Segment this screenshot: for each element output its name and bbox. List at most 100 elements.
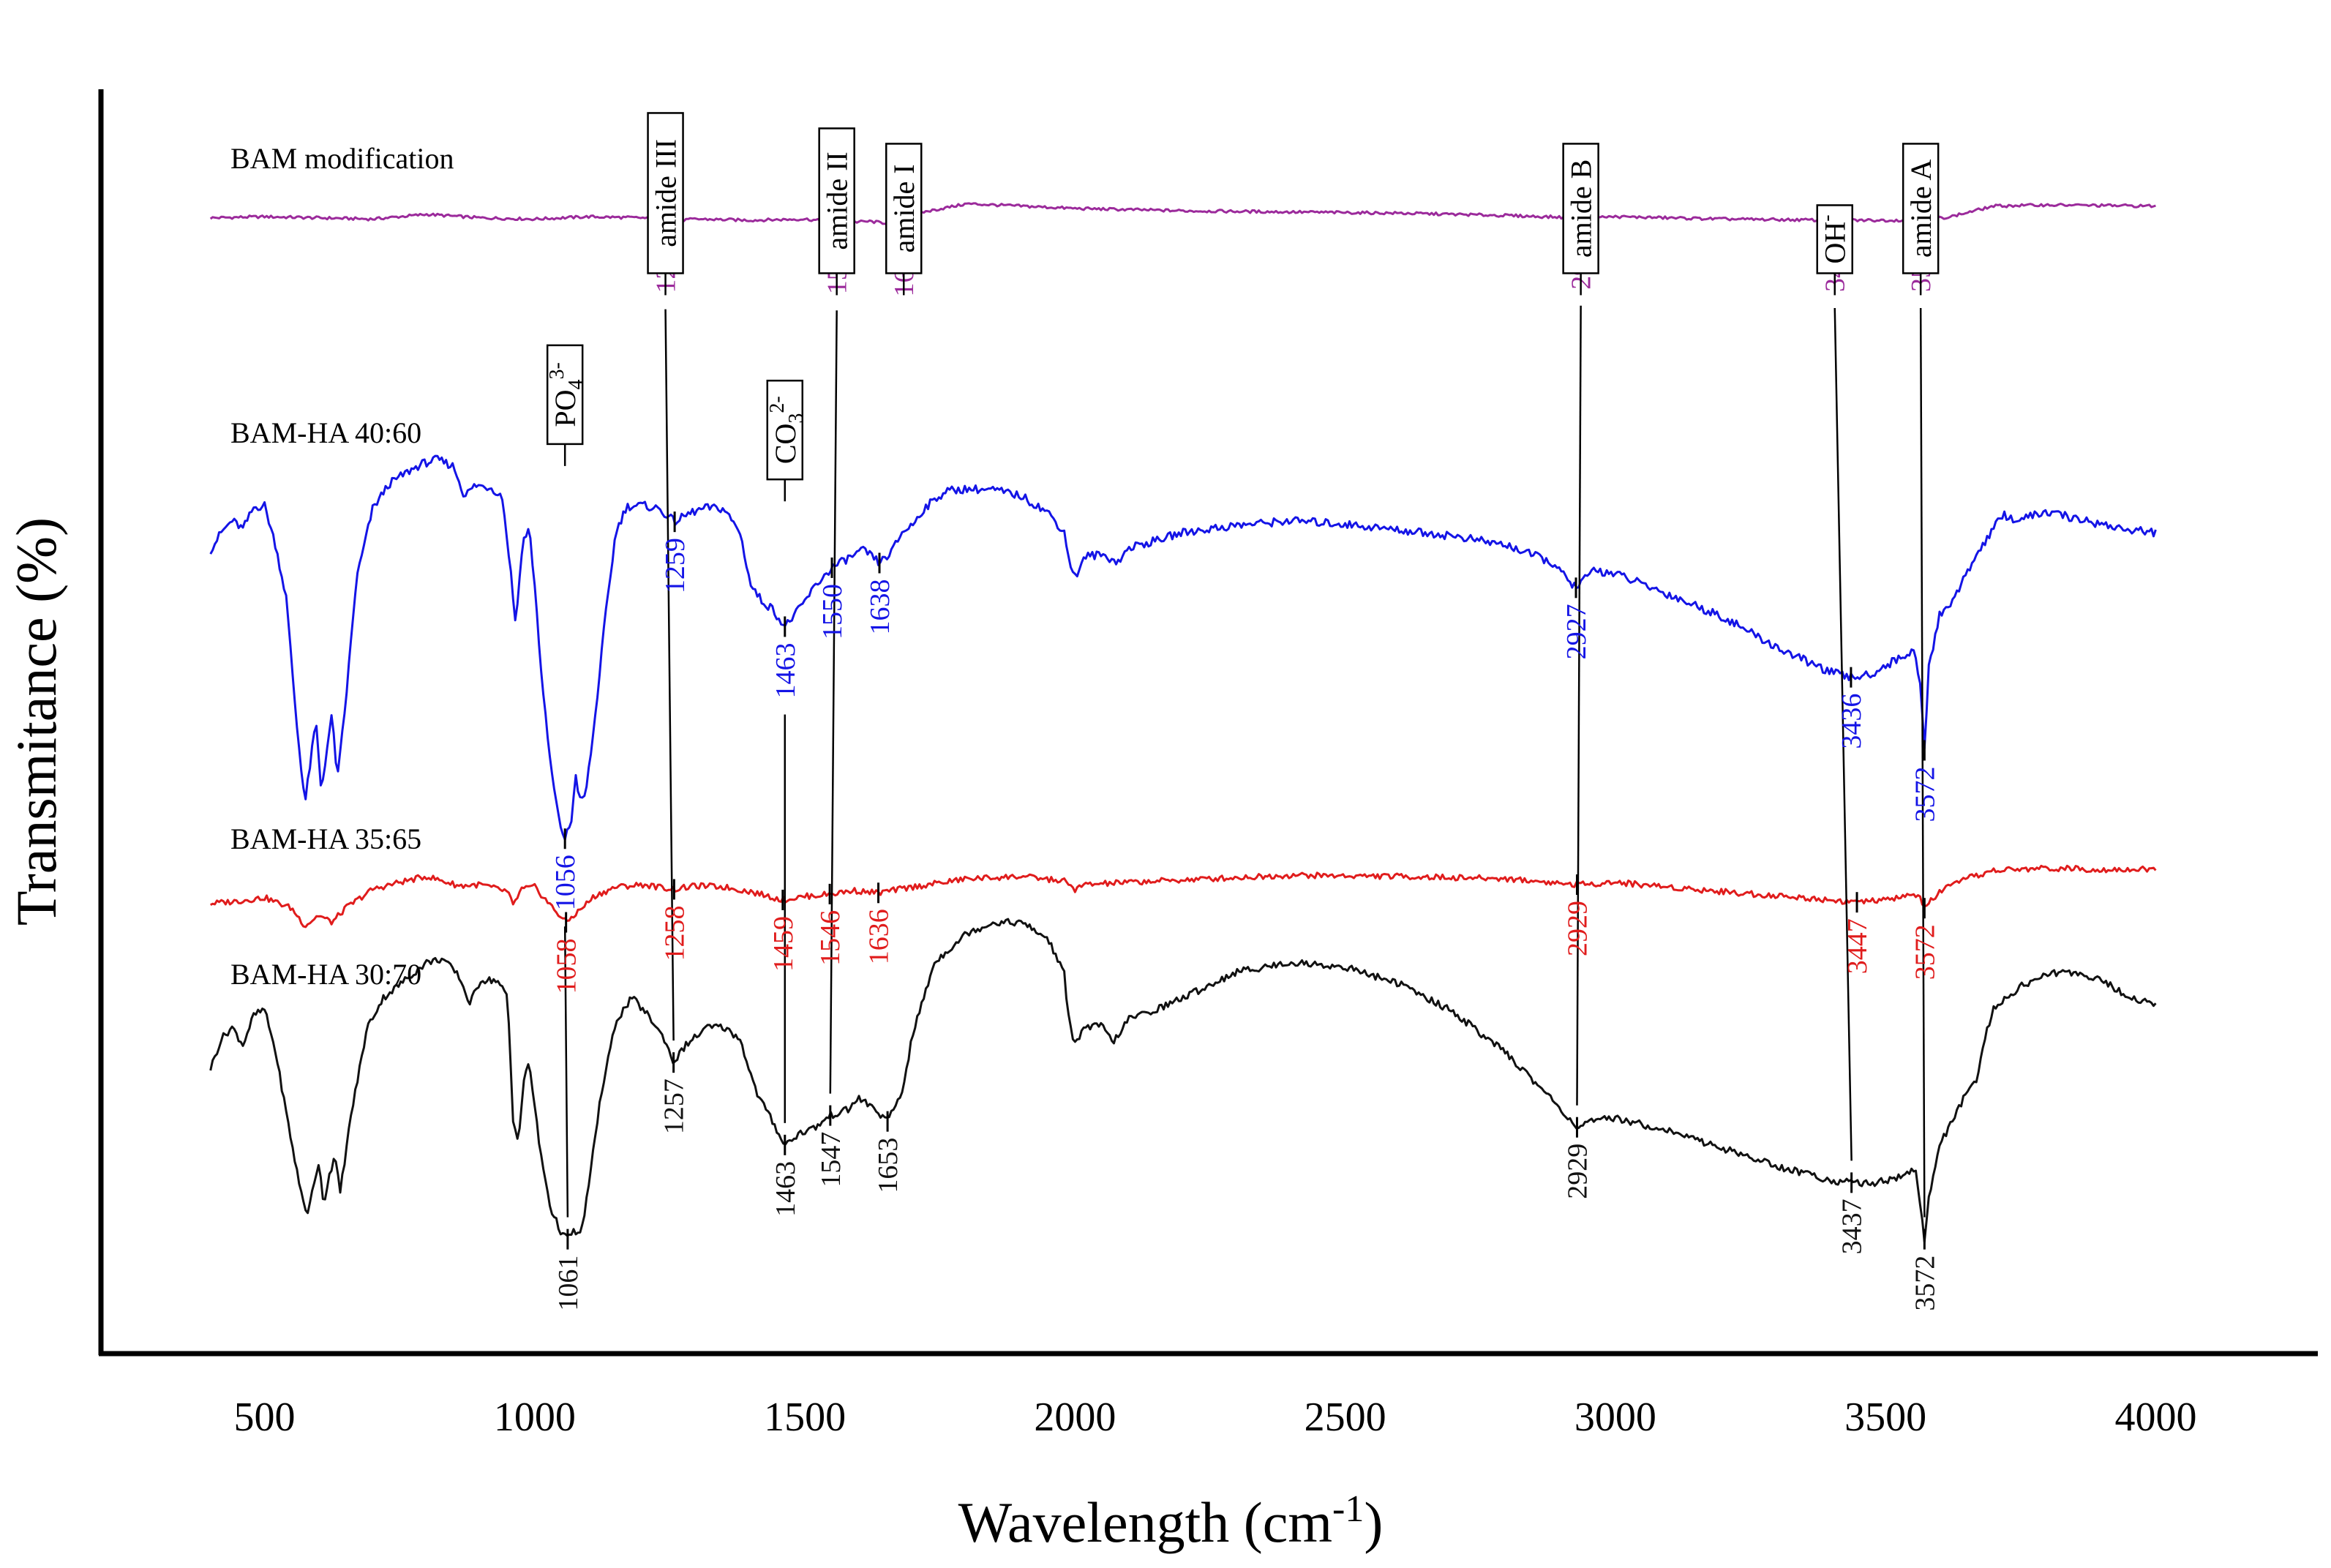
annotation-box — [885, 143, 923, 274]
series-bam-ha-35-65: BAM-HA 35:65 — [210, 822, 2157, 929]
series-bam-modification: BAM modification — [209, 142, 2156, 228]
annotation-text: OH- — [1816, 214, 1852, 263]
peak-bam-ha-30-70-1547: 1547 — [816, 1105, 847, 1188]
peak-bam-ha-35-65-1258: 1258 — [659, 879, 690, 961]
y-axis-title: Transmitance (%) — [4, 517, 68, 926]
x-tick-label-1000: 1000 — [494, 1395, 576, 1440]
peak-bam-ha-40-60-1463: 1463 — [770, 616, 801, 698]
peak-label: 1463 — [770, 642, 801, 698]
peak-bam-ha-35-65-1546: 1546 — [815, 883, 846, 966]
peak-label: 1257 — [659, 1079, 690, 1134]
annotation-text: amide I — [887, 164, 920, 252]
peak-label: 1058 — [552, 939, 582, 994]
annotation-oh: OH- — [1816, 204, 1853, 296]
axes — [98, 89, 2318, 1357]
peak-connector — [1833, 307, 1853, 1161]
annotation-amide-iii: amide III — [647, 112, 684, 296]
peak-bam-ha-40-60-1550: 1550 — [817, 557, 848, 639]
peak-label: 3572 — [1910, 767, 1940, 822]
peak-connector — [563, 926, 569, 1218]
peak-connector — [829, 310, 838, 1094]
peak-bam-ha-35-65-3572: 3572 — [1910, 898, 1940, 980]
annotation-text: PO43- — [546, 362, 588, 427]
peak-label: 1636 — [864, 909, 895, 964]
peak-label: 3437 — [1837, 1198, 1868, 1254]
peak-label: 1653 — [873, 1138, 904, 1193]
annotation-box — [1562, 143, 1599, 274]
annotation-text: amide A — [1904, 160, 1937, 258]
x-tick-labels: 500 1000 1500 2000 2500 3000 3500 4000 — [234, 1395, 2197, 1440]
x-tick-label-3000: 3000 — [1574, 1395, 1656, 1440]
peak-bam-ha-40-60-1259: 1259 — [660, 511, 691, 593]
peak-label: 2929 — [1562, 901, 1593, 956]
peak-bam-ha-35-65-2929: 2929 — [1562, 874, 1593, 956]
peak-label: 1258 — [659, 905, 690, 961]
peak-bam-ha-40-60-2927: 2927 — [1561, 577, 1592, 659]
peak-label: 1056 — [550, 855, 581, 910]
series-line-bam-ha-40-60 — [209, 454, 2157, 841]
peak-bam-ha-30-70-1257: 1257 — [659, 1052, 690, 1134]
peak-label: 1547 — [816, 1132, 847, 1188]
peak-label: 1459 — [768, 916, 799, 972]
annotation-text: amide III — [650, 139, 683, 247]
x-tick-label-4000: 4000 — [2114, 1395, 2196, 1440]
peak-bam-ha-35-65-1459: 1459 — [768, 889, 799, 972]
annotation-amide-a: amide A — [1902, 143, 1940, 296]
series-layer: BAM modification BAM-HA 40:60 BAM-HA 35:65… — [209, 142, 2157, 1243]
annotation-text: amide II — [821, 151, 854, 250]
annotation-amide-b: amide B — [1562, 143, 1599, 296]
series-bam-ha-40-60: BAM-HA 40:60 — [209, 416, 2157, 841]
x-tick-label-500: 500 — [234, 1395, 296, 1440]
peak-bam-ha-40-60-3572: 3572 — [1910, 740, 1940, 822]
x-tick-label-2000: 2000 — [1034, 1395, 1116, 1440]
peak-label: 2929 — [1562, 1144, 1593, 1199]
peak-bam-ha-30-70-1463: 1463 — [770, 1134, 801, 1217]
peak-connectors — [563, 305, 1926, 1218]
peak-label: 1463 — [770, 1161, 801, 1217]
peak-bam-ha-30-70-1061: 1061 — [553, 1228, 584, 1311]
peak-bam-ha-30-70-2929: 2929 — [1562, 1117, 1593, 1199]
series-line-bam-ha-30-70 — [209, 918, 2157, 1243]
peak-bam-ha-35-65-1058: 1058 — [552, 912, 582, 994]
annotation-box — [647, 112, 684, 274]
series-line-bam-ha-35-65 — [210, 864, 2157, 929]
peak-connector — [1919, 307, 1926, 1218]
series-label-bam-ha-35-65: BAM-HA 35:65 — [230, 822, 421, 855]
annotation-amide-ii: amide II — [818, 127, 855, 296]
peak-bam-ha-40-60-1056: 1056 — [550, 828, 581, 910]
series-label-bam-ha-30-70: BAM-HA 30:70 — [230, 958, 421, 991]
annotation-po43: PO43- — [546, 344, 588, 466]
peak-bam-ha-40-60-1638: 1638 — [865, 552, 896, 635]
annotation-co32: CO32- — [766, 379, 808, 502]
peak-label: 3436 — [1836, 694, 1867, 749]
annotation-text: CO32- — [766, 396, 808, 464]
peak-label: 3447 — [1842, 918, 1873, 974]
peak-label: 2927 — [1561, 604, 1592, 659]
peak-label: 1638 — [865, 579, 896, 635]
peak-bam-ha-35-65-3447: 3447 — [1842, 892, 1873, 974]
annotation-amide-i: amide I — [885, 143, 923, 296]
x-tick-label-3500: 3500 — [1844, 1395, 1926, 1440]
peak-label: 3572 — [1910, 924, 1940, 980]
peak-label: 1259 — [660, 538, 691, 593]
peak-bam-ha-30-70-3572: 3572 — [1910, 1228, 1940, 1311]
peak-bam-ha-35-65-1636: 1636 — [864, 882, 895, 964]
x-tick-label-1500: 1500 — [764, 1395, 846, 1440]
annotation-box — [818, 127, 855, 274]
peak-connector — [1576, 305, 1582, 1106]
series-bam-ha-30-70: BAM-HA 30:70 — [209, 918, 2157, 1243]
series-label-bam-modification: BAM modification — [230, 142, 454, 175]
peak-bam-ha-30-70-3437: 3437 — [1837, 1172, 1868, 1254]
peak-label: 1550 — [817, 584, 848, 639]
peak-label: 1546 — [815, 910, 846, 966]
annotation-text: amide B — [1565, 160, 1598, 258]
series-label-bam-ha-40-60: BAM-HA 40:60 — [230, 416, 421, 449]
group-annotations: amide III amide II amide I amide B OH-amide … — [546, 112, 1940, 502]
peak-bam-ha-30-70-1653: 1653 — [873, 1111, 904, 1193]
annotation-box — [1902, 143, 1940, 274]
peak-label: 3572 — [1910, 1256, 1940, 1311]
x-tick-label-2500: 2500 — [1305, 1395, 1386, 1440]
peak-connector — [664, 309, 675, 1041]
peak-label: 1061 — [553, 1256, 584, 1311]
